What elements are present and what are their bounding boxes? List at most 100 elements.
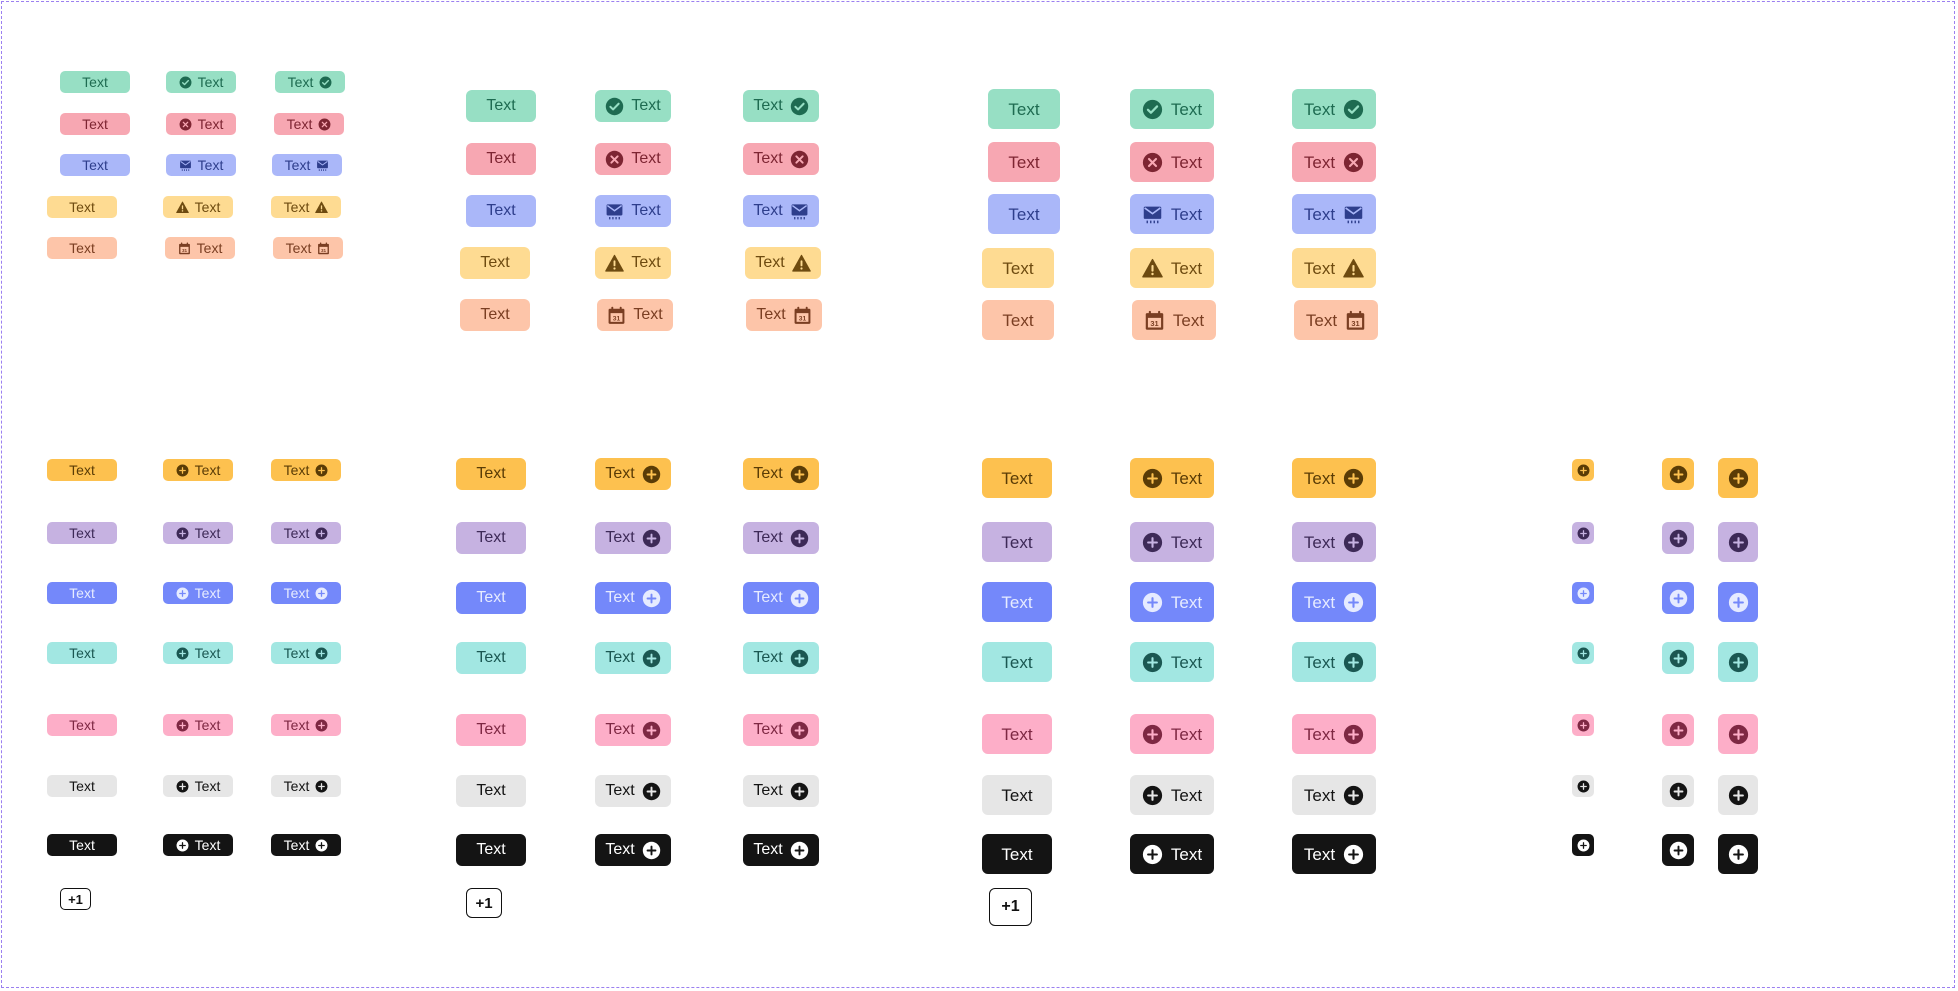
overflow-count-badge[interactable]: +1	[989, 888, 1032, 926]
teal-tag-l-lead[interactable]: Text	[1130, 642, 1214, 682]
orange-icon-tag-l[interactable]	[1718, 458, 1758, 498]
orange-tag-l-trail[interactable]: Text	[1292, 458, 1376, 498]
info-tag-m-plain[interactable]: Text	[466, 195, 536, 227]
overflow-count-badge[interactable]: +1	[60, 888, 91, 910]
success-tag-l-trail[interactable]: Text	[1292, 89, 1376, 129]
error-tag-s-lead[interactable]: Text	[166, 113, 236, 135]
pink-tag-m-plain[interactable]: Text	[456, 714, 526, 746]
pink-tag-m-trail[interactable]: Text	[743, 714, 819, 746]
info-tag-l-plain[interactable]: Text	[988, 194, 1060, 234]
purple-icon-tag-m[interactable]	[1662, 522, 1694, 554]
success-tag-m-lead[interactable]: Text	[595, 90, 671, 122]
success-tag-s-plain[interactable]: Text	[60, 71, 130, 93]
gray-tag-l-trail[interactable]: Text	[1292, 775, 1376, 815]
error-tag-m-lead[interactable]: Text	[595, 143, 671, 175]
event-tag-l-trail[interactable]: Text 31	[1294, 300, 1378, 340]
warning-tag-m-plain[interactable]: Text	[460, 247, 530, 279]
blue-tag-s-trail[interactable]: Text	[271, 582, 341, 604]
black-tag-s-trail[interactable]: Text	[271, 834, 341, 856]
event-tag-m-plain[interactable]: Text	[460, 299, 530, 331]
black-tag-s-plain[interactable]: Text	[47, 834, 117, 856]
black-tag-m-trail[interactable]: Text	[743, 834, 819, 866]
warning-tag-l-trail[interactable]: Text	[1292, 248, 1376, 288]
pink-tag-l-trail[interactable]: Text	[1292, 714, 1376, 754]
black-tag-l-lead[interactable]: Text	[1130, 834, 1214, 874]
info-tag-s-trail[interactable]: Text	[272, 154, 342, 176]
blue-tag-m-trail[interactable]: Text	[743, 582, 819, 614]
pink-tag-l-lead[interactable]: Text	[1130, 714, 1214, 754]
success-tag-s-trail[interactable]: Text	[275, 71, 345, 93]
gray-tag-s-lead[interactable]: Text	[163, 775, 233, 797]
warning-tag-s-trail[interactable]: Text	[271, 196, 341, 218]
warning-tag-m-trail[interactable]: Text	[745, 247, 821, 279]
gray-tag-m-trail[interactable]: Text	[743, 775, 819, 807]
pink-icon-tag-l[interactable]	[1718, 714, 1758, 754]
blue-tag-m-trail[interactable]: Text	[595, 582, 671, 614]
error-tag-s-plain[interactable]: Text	[60, 113, 130, 135]
success-tag-m-trail[interactable]: Text	[743, 90, 819, 122]
teal-tag-l-trail[interactable]: Text	[1292, 642, 1376, 682]
black-tag-l-trail[interactable]: Text	[1292, 834, 1376, 874]
black-tag-l-plain[interactable]: Text	[982, 834, 1052, 874]
error-tag-l-trail[interactable]: Text	[1292, 142, 1376, 182]
purple-tag-m-trail[interactable]: Text	[595, 522, 671, 554]
gray-tag-l-plain[interactable]: Text	[982, 775, 1052, 815]
purple-tag-s-plain[interactable]: Text	[47, 522, 117, 544]
blue-icon-tag-l[interactable]	[1718, 582, 1758, 622]
black-icon-tag-m[interactable]	[1662, 834, 1694, 866]
blue-tag-l-trail[interactable]: Text	[1292, 582, 1376, 622]
gray-tag-s-plain[interactable]: Text	[47, 775, 117, 797]
error-tag-m-plain[interactable]: Text	[466, 143, 536, 175]
black-icon-tag-l[interactable]	[1718, 834, 1758, 874]
orange-tag-s-lead[interactable]: Text	[163, 459, 233, 481]
event-tag-l-plain[interactable]: Text	[982, 300, 1054, 340]
error-tag-s-trail[interactable]: Text	[274, 113, 344, 135]
gray-icon-tag-s[interactable]	[1572, 775, 1594, 797]
black-tag-m-trail[interactable]: Text	[595, 834, 671, 866]
info-tag-m-lead[interactable]: Text	[595, 195, 671, 227]
event-tag-l-lead[interactable]: 31 Text	[1132, 300, 1216, 340]
blue-tag-l-plain[interactable]: Text	[982, 582, 1052, 622]
info-tag-m-trail[interactable]: Text	[743, 195, 819, 227]
event-tag-m-lead[interactable]: 31 Text	[597, 299, 673, 331]
overflow-count-badge[interactable]: +1	[466, 888, 502, 918]
teal-icon-tag-l[interactable]	[1718, 642, 1758, 682]
orange-tag-l-lead[interactable]: Text	[1130, 458, 1214, 498]
warning-tag-s-plain[interactable]: Text	[47, 196, 117, 218]
error-tag-m-trail[interactable]: Text	[743, 143, 819, 175]
pink-tag-m-trail[interactable]: Text	[595, 714, 671, 746]
teal-icon-tag-s[interactable]	[1572, 642, 1594, 664]
purple-tag-l-trail[interactable]: Text	[1292, 522, 1376, 562]
pink-tag-l-plain[interactable]: Text	[982, 714, 1052, 754]
warning-tag-l-plain[interactable]: Text	[982, 248, 1054, 288]
blue-tag-l-lead[interactable]: Text	[1130, 582, 1214, 622]
pink-icon-tag-m[interactable]	[1662, 714, 1694, 746]
success-tag-m-plain[interactable]: Text	[466, 90, 536, 122]
black-tag-s-lead[interactable]: Text	[163, 834, 233, 856]
purple-icon-tag-l[interactable]	[1718, 522, 1758, 562]
orange-tag-s-trail[interactable]: Text	[271, 459, 341, 481]
info-tag-s-lead[interactable]: Text	[166, 154, 236, 176]
warning-tag-m-lead[interactable]: Text	[595, 247, 671, 279]
teal-icon-tag-m[interactable]	[1662, 642, 1694, 674]
info-tag-l-lead[interactable]: Text	[1130, 194, 1214, 234]
gray-tag-m-trail[interactable]: Text	[595, 775, 671, 807]
pink-tag-s-plain[interactable]: Text	[47, 714, 117, 736]
error-tag-l-lead[interactable]: Text	[1130, 142, 1214, 182]
success-tag-l-lead[interactable]: Text	[1130, 89, 1214, 129]
gray-tag-m-plain[interactable]: Text	[456, 775, 526, 807]
gray-icon-tag-l[interactable]	[1718, 775, 1758, 815]
purple-icon-tag-s[interactable]	[1572, 522, 1594, 544]
error-tag-l-plain[interactable]: Text	[988, 142, 1060, 182]
gray-tag-l-lead[interactable]: Text	[1130, 775, 1214, 815]
info-tag-s-plain[interactable]: Text	[60, 154, 130, 176]
info-tag-l-trail[interactable]: Text	[1292, 194, 1376, 234]
blue-tag-m-plain[interactable]: Text	[456, 582, 526, 614]
success-tag-s-lead[interactable]: Text	[166, 71, 236, 93]
teal-tag-l-plain[interactable]: Text	[982, 642, 1052, 682]
event-tag-s-lead[interactable]: 31 Text	[165, 237, 235, 259]
blue-tag-s-lead[interactable]: Text	[163, 582, 233, 604]
event-tag-m-trail[interactable]: Text 31	[746, 299, 822, 331]
event-tag-s-plain[interactable]: Text	[47, 237, 117, 259]
purple-tag-s-trail[interactable]: Text	[271, 522, 341, 544]
